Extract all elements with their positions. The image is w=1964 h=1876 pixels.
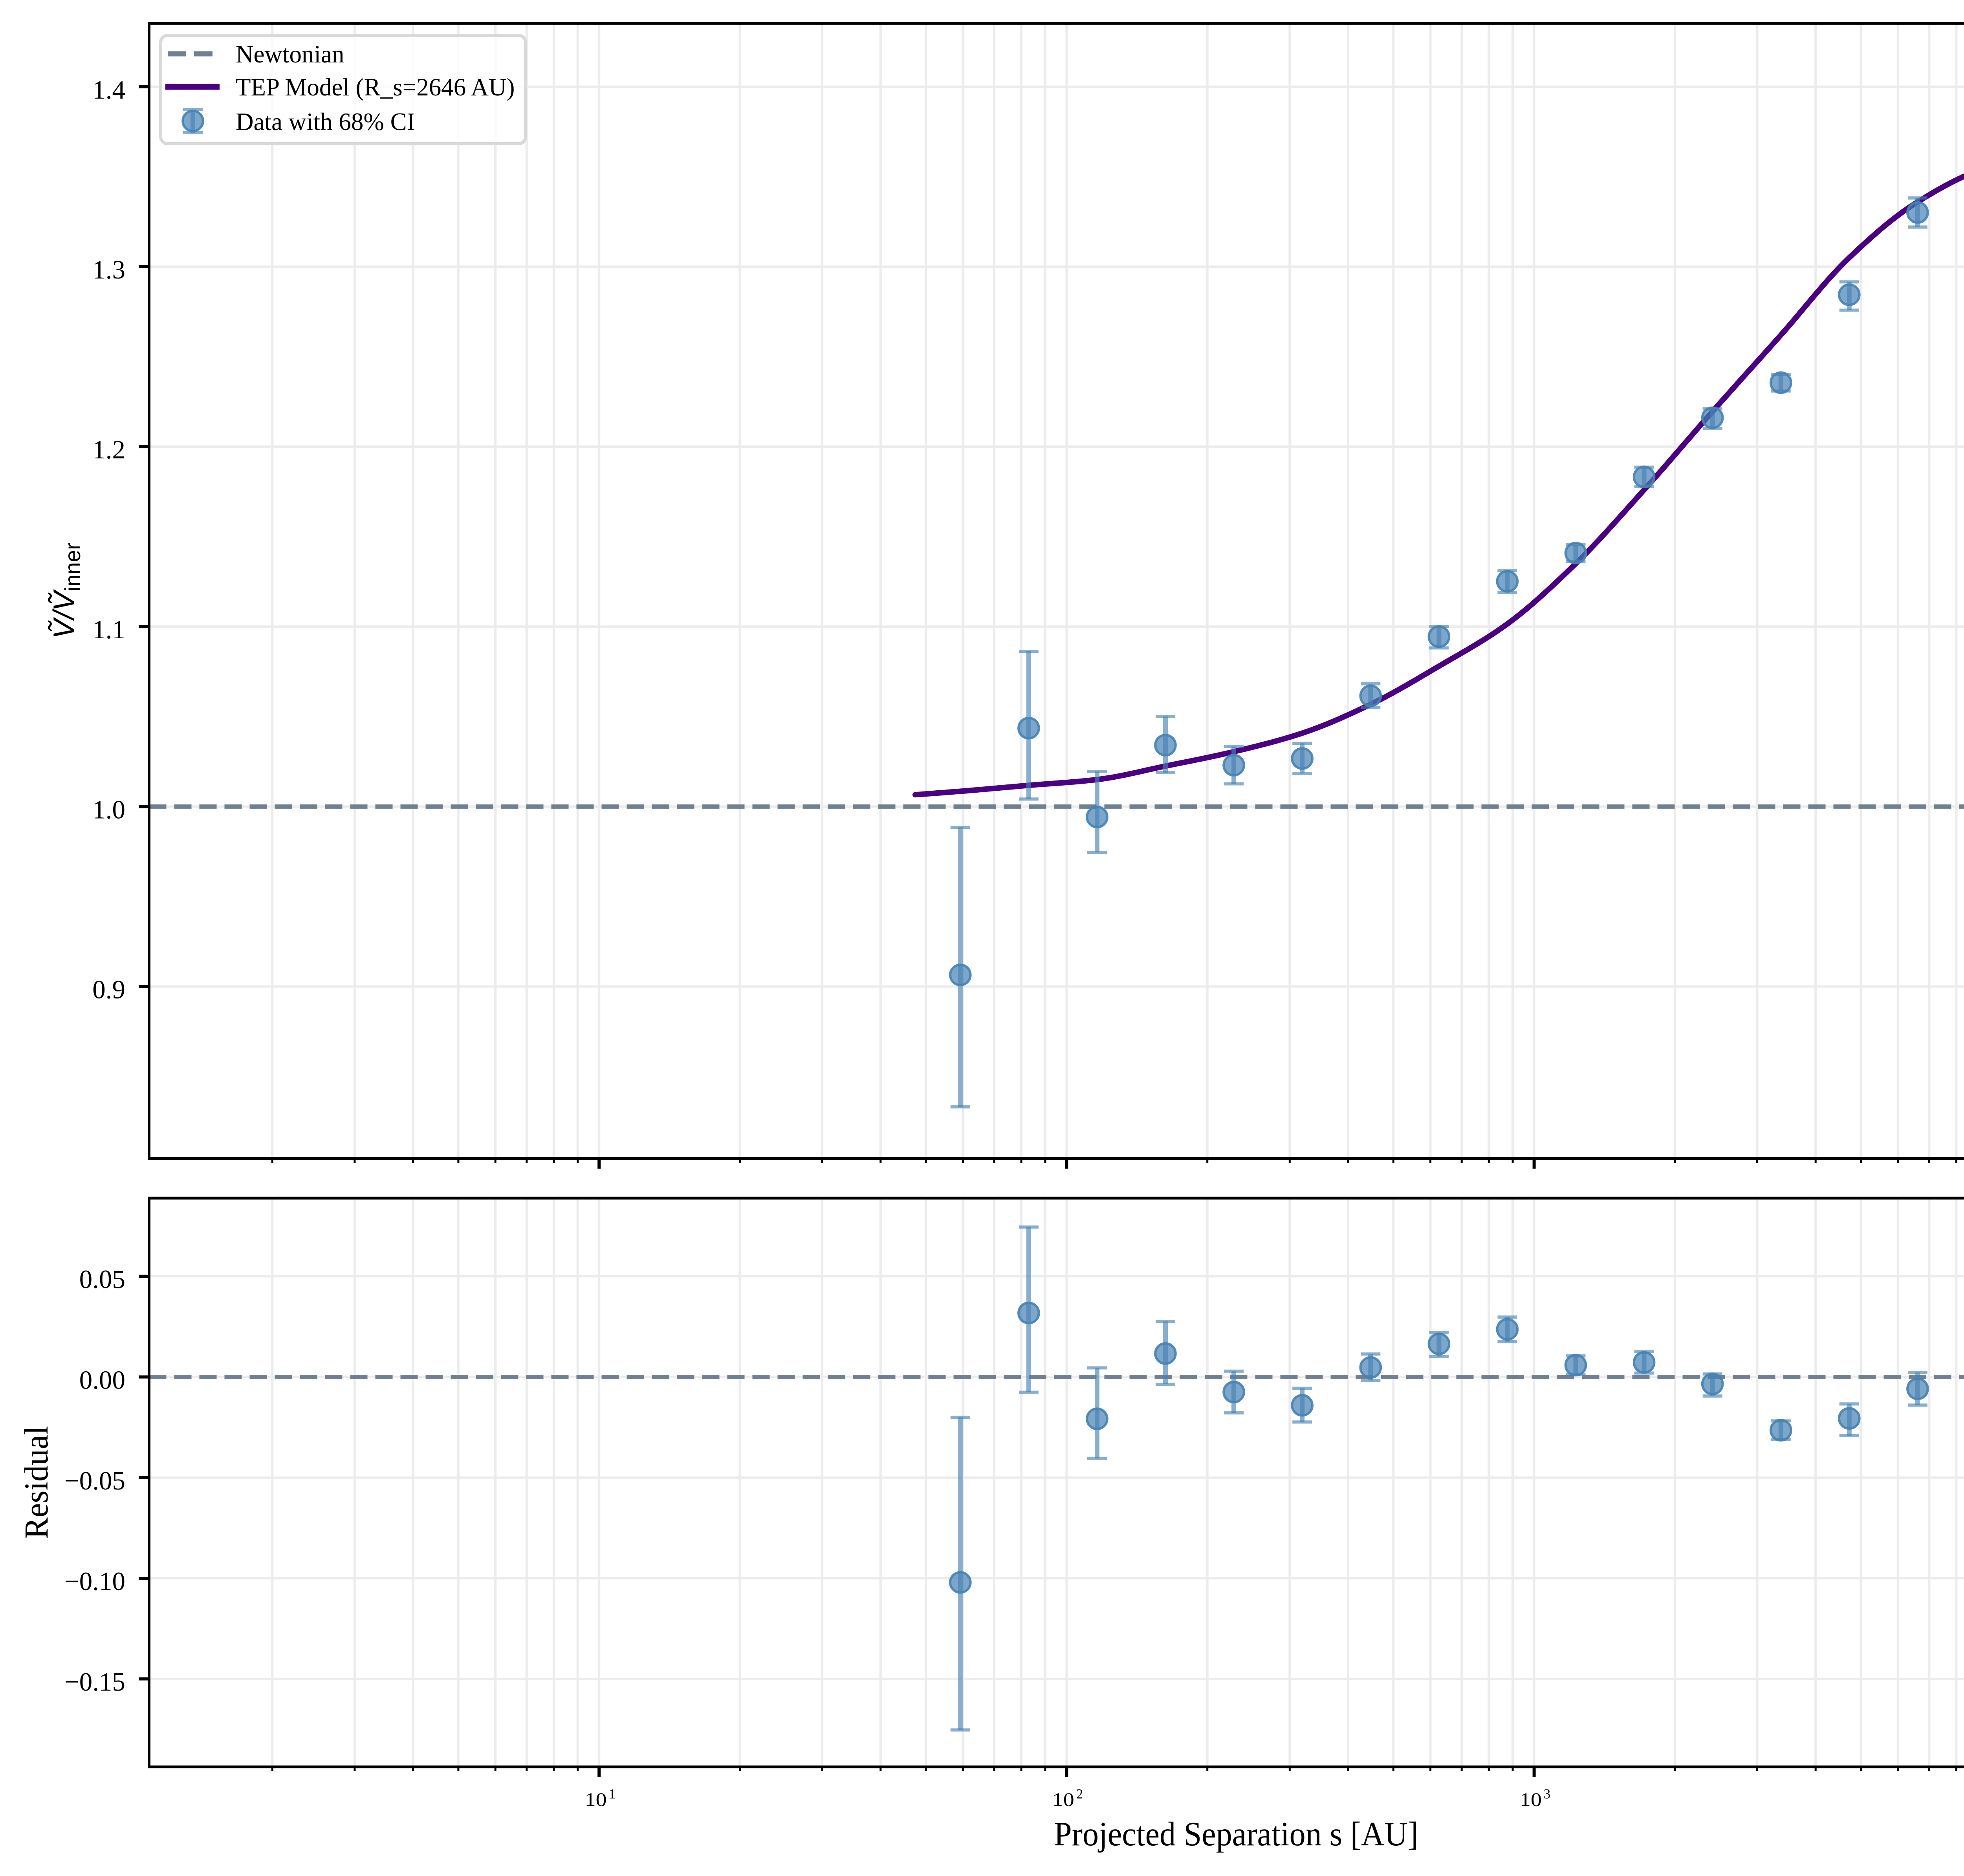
svg-text:10: 10 bbox=[1520, 1789, 1542, 1810]
svg-text:Data with 68% CI: Data with 68% CI bbox=[236, 108, 415, 136]
svg-text:Newtonian: Newtonian bbox=[236, 40, 344, 68]
svg-text:−0.10: −0.10 bbox=[64, 1567, 125, 1596]
svg-text:3: 3 bbox=[1544, 1786, 1551, 1801]
svg-text:10: 10 bbox=[1052, 1789, 1074, 1810]
svg-text:1: 1 bbox=[608, 1786, 616, 1801]
svg-text:Residual: Residual bbox=[17, 1426, 55, 1539]
svg-text:0.00: 0.00 bbox=[79, 1366, 125, 1395]
svg-text:0.05: 0.05 bbox=[79, 1265, 125, 1294]
svg-text:Projected Separation s [AU]: Projected Separation s [AU] bbox=[1054, 1815, 1418, 1853]
svg-text:1.0: 1.0 bbox=[92, 795, 125, 824]
svg-text:1.2: 1.2 bbox=[92, 435, 125, 464]
svg-text:1.3: 1.3 bbox=[92, 255, 125, 284]
svg-text:1.1: 1.1 bbox=[92, 615, 125, 644]
svg-text:10: 10 bbox=[585, 1789, 607, 1810]
svg-text:−0.05: −0.05 bbox=[64, 1466, 125, 1495]
svg-text:−0.15: −0.15 bbox=[64, 1667, 125, 1696]
svg-text:2: 2 bbox=[1076, 1786, 1083, 1801]
svg-text:TEP Model (R_s=2646 AU): TEP Model (R_s=2646 AU) bbox=[236, 73, 515, 101]
svg-text:1.4: 1.4 bbox=[92, 75, 125, 104]
svg-text:0.9: 0.9 bbox=[92, 975, 125, 1004]
